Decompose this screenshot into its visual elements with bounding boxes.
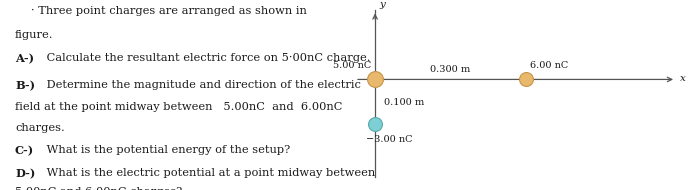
- Text: −3.00 nC: −3.00 nC: [366, 135, 412, 144]
- Text: 6.00 nC: 6.00 nC: [529, 61, 568, 70]
- Text: D-): D-): [15, 168, 36, 179]
- Text: What is the electric potential at a point midway between: What is the electric potential at a poin…: [43, 168, 375, 178]
- Text: field at the point midway between   5.00nC  and  6.00nC: field at the point midway between 5.00nC…: [15, 102, 342, 112]
- Text: x: x: [680, 74, 686, 83]
- Text: charges.: charges.: [15, 123, 64, 133]
- Text: 0.300 m: 0.300 m: [430, 65, 470, 74]
- Text: y: y: [379, 0, 385, 9]
- Point: [370, 78, 381, 81]
- Point: [370, 122, 381, 125]
- Text: C-): C-): [15, 145, 34, 156]
- Text: 0.100 m: 0.100 m: [384, 98, 424, 107]
- Text: 5·00nC and 6·00nC charges?: 5·00nC and 6·00nC charges?: [15, 187, 182, 190]
- Text: Calculate the resultant electric force on 5·00nC charge.: Calculate the resultant electric force o…: [43, 53, 370, 63]
- Text: figure.: figure.: [15, 30, 53, 40]
- Text: 5.00 nC: 5.00 nC: [332, 61, 371, 70]
- Text: Determine the magnitude and direction of the electric: Determine the magnitude and direction of…: [43, 80, 361, 90]
- Text: A-): A-): [15, 53, 34, 64]
- Text: What is the potential energy of the setup?: What is the potential energy of the setu…: [43, 145, 290, 155]
- Text: B-): B-): [15, 80, 35, 91]
- Point: [520, 78, 531, 81]
- Text: · Three point charges are arranged as shown in: · Three point charges are arranged as sh…: [31, 6, 307, 16]
